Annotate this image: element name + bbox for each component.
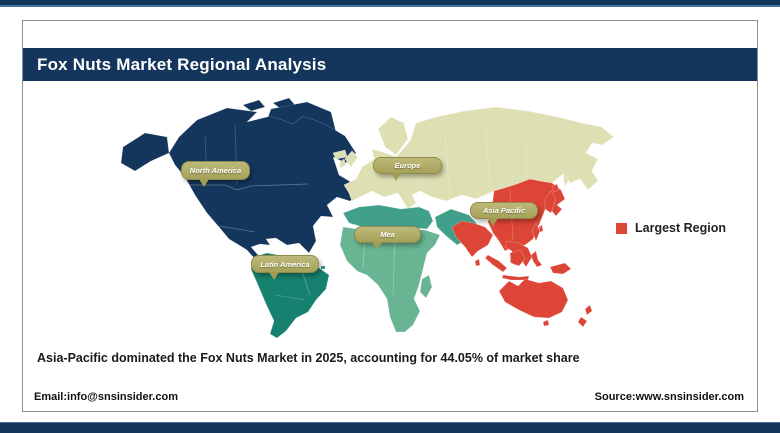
- map-label-mea: Mea: [354, 226, 421, 250]
- legend-color-swatch: [616, 222, 627, 234]
- region-europe: [332, 106, 615, 210]
- top-accent-line: [0, 5, 780, 7]
- map-label-asia-pacific-text: Asia Pacific: [482, 206, 526, 215]
- page-title: Fox Nuts Market Regional Analysis: [37, 54, 327, 74]
- top-navy-bar: [0, 0, 780, 5]
- region-africa: [339, 226, 441, 333]
- bottom-accent-line: [0, 422, 780, 423]
- world-map: [95, 95, 625, 345]
- region-north-america: [120, 97, 363, 260]
- map-label-europe-text: Europe: [394, 161, 421, 170]
- map-label-europe: Europe: [373, 157, 442, 181]
- legend-label: Largest Region: [635, 221, 726, 235]
- map-label-mea-text: Mea: [380, 230, 395, 239]
- map-label-latin-america-text: Latin America: [260, 259, 310, 269]
- bottom-navy-bar: [0, 423, 780, 433]
- footer-email: Email:info@snsinsider.com: [34, 391, 178, 403]
- world-map-svg: [120, 97, 615, 339]
- header-band: Fox Nuts Market Regional Analysis: [23, 48, 757, 81]
- footer-source: Source:www.snsinsider.com: [594, 391, 744, 403]
- map-label-north-america-text: North America: [189, 166, 242, 175]
- map-label-north-america: North America: [181, 161, 250, 187]
- market-share-caption: Asia-Pacific dominated the Fox Nuts Mark…: [37, 351, 580, 365]
- map-label-asia-pacific: Asia Pacific: [470, 202, 538, 226]
- legend: Largest Region: [616, 221, 726, 235]
- map-label-latin-america: Latin America: [251, 255, 319, 280]
